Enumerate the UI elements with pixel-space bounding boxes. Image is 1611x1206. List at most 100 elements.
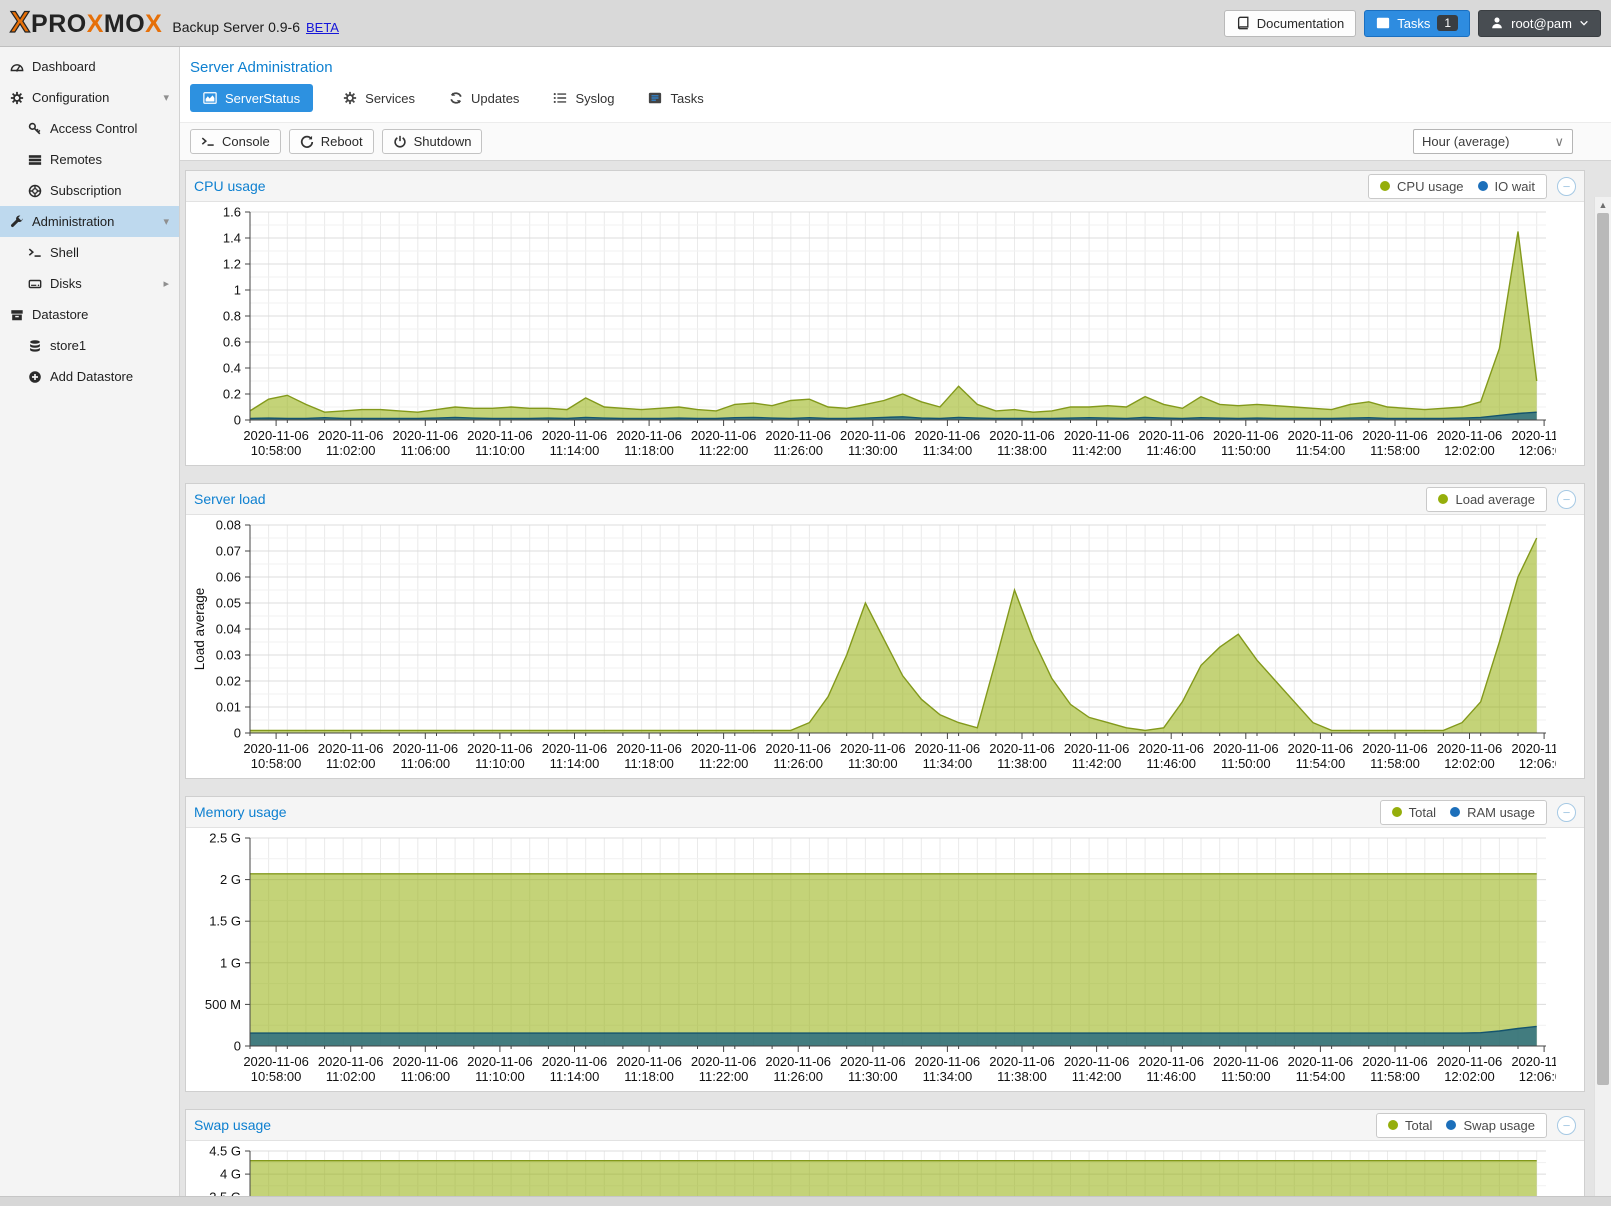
scrollbar-thumb[interactable] xyxy=(1597,213,1609,1085)
sidebar-item-datastore[interactable]: Datastore xyxy=(0,299,179,330)
svg-text:2020-11-06: 2020-11-06 xyxy=(467,428,533,443)
collapse-arrow-icon[interactable]: ▾ xyxy=(163,216,169,228)
svg-text:0.03: 0.03 xyxy=(216,648,241,663)
memory-usage-collapse-button[interactable]: − xyxy=(1557,802,1576,822)
vertical-scrollbar[interactable]: ▲ xyxy=(1594,197,1611,1196)
swap-usage-collapse-button[interactable]: − xyxy=(1557,1115,1576,1135)
tab-tasks[interactable]: Tasks xyxy=(644,84,707,112)
server-load-panel-title: Server load xyxy=(194,491,266,507)
svg-text:2020-11-06: 2020-11-06 xyxy=(393,741,459,756)
svg-text:12:02:00: 12:02:00 xyxy=(1444,443,1495,458)
svg-text:2020-11-06: 2020-11-06 xyxy=(765,741,831,756)
reboot-button[interactable]: Reboot xyxy=(288,129,374,154)
legend-label: Total xyxy=(1408,804,1437,820)
svg-text:4.5 G: 4.5 G xyxy=(209,1144,241,1159)
documentation-button[interactable]: Documentation xyxy=(1223,9,1357,37)
tasks-count-badge: 1 xyxy=(1437,15,1459,31)
svg-text:11:18:00: 11:18:00 xyxy=(624,756,674,771)
svg-text:11:30:00: 11:30:00 xyxy=(848,756,898,771)
horizontal-scrollbar[interactable] xyxy=(0,1196,1611,1206)
svg-text:2020-11-06: 2020-11-06 xyxy=(1064,741,1130,756)
server-load-legend: Load average xyxy=(1426,486,1547,512)
sidebar-item-label: store1 xyxy=(50,338,87,353)
reboot-label: Reboot xyxy=(320,134,363,149)
svg-text:0.04: 0.04 xyxy=(216,622,241,637)
sidebar-item-configuration[interactable]: Configuration ▾ xyxy=(0,82,179,113)
svg-text:2020-11-06: 2020-11-06 xyxy=(1437,1054,1503,1069)
svg-text:2020-11-06: 2020-11-06 xyxy=(1213,428,1279,443)
sidebar-item-store1[interactable]: store1 xyxy=(0,330,179,361)
user-menu-button[interactable]: root@pam xyxy=(1478,9,1601,37)
gear-icon xyxy=(343,91,357,105)
svg-text:2020-11-06: 2020-11-06 xyxy=(1064,428,1130,443)
sidebar-item-administration[interactable]: Administration ▾ xyxy=(0,206,179,237)
expand-arrow-icon[interactable]: ▸ xyxy=(163,278,169,290)
tab-label: Syslog xyxy=(575,90,615,106)
sidebar-item-add-datastore[interactable]: Add Datastore xyxy=(0,361,179,392)
sidebar-item-disks[interactable]: Disks ▸ xyxy=(0,268,179,299)
svg-text:0.01: 0.01 xyxy=(216,700,241,715)
key-icon xyxy=(28,122,42,136)
svg-text:2020-11-06: 2020-11-06 xyxy=(1213,1054,1279,1069)
svg-text:2020-11-06: 2020-11-06 xyxy=(915,741,981,756)
tab-serverstatus[interactable]: ServerStatus xyxy=(190,84,314,112)
scrollbar-up-arrow[interactable]: ▲ xyxy=(1598,199,1608,210)
svg-text:11:22:00: 11:22:00 xyxy=(699,443,749,458)
memory-usage-legend: Total RAM usage xyxy=(1379,799,1547,825)
sidebar-item-label: Configuration xyxy=(32,90,110,105)
tab-label: Tasks xyxy=(670,90,704,106)
tasks-button[interactable]: Tasks 1 xyxy=(1364,9,1471,37)
reboot-icon xyxy=(300,135,314,149)
svg-text:10:58:00: 10:58:00 xyxy=(251,1069,302,1084)
legend-item: IO wait xyxy=(1477,179,1535,194)
svg-text:2020-11-06: 2020-11-06 xyxy=(1138,1054,1204,1069)
legend-item: RAM usage xyxy=(1450,805,1535,820)
svg-text:11:18:00: 11:18:00 xyxy=(624,1069,674,1084)
svg-text:Load average: Load average xyxy=(192,588,207,671)
cpu-usage-collapse-button[interactable]: − xyxy=(1557,176,1576,196)
svg-text:2020-11-06: 2020-11-06 xyxy=(616,741,682,756)
server-toolbar: Console Reboot Shutdown Hour (average) ∨ xyxy=(180,122,1611,161)
legend-label: Load average xyxy=(1455,491,1535,507)
tab-syslog[interactable]: Syslog xyxy=(549,84,618,112)
svg-text:1: 1 xyxy=(234,283,241,298)
lines-icon xyxy=(553,91,567,105)
legend-dot-icon xyxy=(1391,807,1402,817)
svg-text:11:46:00: 11:46:00 xyxy=(1146,756,1196,771)
svg-text:2020-11-06: 2020-11-06 xyxy=(1362,741,1428,756)
plus-circle-icon xyxy=(28,370,42,384)
timeframe-select[interactable]: Hour (average) ∨ xyxy=(1413,129,1573,154)
legend-label: Swap usage xyxy=(1463,1117,1535,1133)
sidebar-item-access-control[interactable]: Access Control xyxy=(0,113,179,144)
tab-services[interactable]: Services xyxy=(339,84,419,112)
svg-text:11:42:00: 11:42:00 xyxy=(1072,1069,1122,1084)
svg-text:11:34:00: 11:34:00 xyxy=(923,1069,973,1084)
svg-text:11:14:00: 11:14:00 xyxy=(550,443,600,458)
svg-text:0.02: 0.02 xyxy=(216,674,241,689)
svg-text:2020-11-06: 2020-11-06 xyxy=(691,741,757,756)
cpu-usage-panel-header: CPU usage CPU usage IO wait − xyxy=(186,171,1584,202)
console-button[interactable]: Console xyxy=(190,129,281,154)
sidebar-item-dashboard[interactable]: Dashboard xyxy=(0,51,179,82)
svg-text:0.6: 0.6 xyxy=(223,335,241,350)
sidebar-item-remotes[interactable]: Remotes xyxy=(0,144,179,175)
tab-updates[interactable]: Updates xyxy=(445,84,523,112)
svg-text:4 G: 4 G xyxy=(220,1167,241,1182)
svg-text:2020-11-06: 2020-11-06 xyxy=(1064,1054,1130,1069)
sidebar-item-shell[interactable]: Shell xyxy=(0,237,179,268)
svg-text:0: 0 xyxy=(234,1039,241,1054)
tab-label: Services xyxy=(365,90,416,106)
svg-text:11:54:00: 11:54:00 xyxy=(1296,1069,1346,1084)
collapse-arrow-icon[interactable]: ▾ xyxy=(163,92,169,104)
svg-text:2020-11-06: 2020-11-06 xyxy=(1362,428,1428,443)
svg-text:2020-11-06: 2020-11-06 xyxy=(318,741,384,756)
beta-link[interactable]: BETA xyxy=(305,20,339,35)
shutdown-button[interactable]: Shutdown xyxy=(381,129,483,154)
svg-text:2020-11-06: 2020-11-06 xyxy=(318,1054,384,1069)
svg-text:2020-11-06: 2020-11-06 xyxy=(1437,428,1503,443)
svg-text:11:06:00: 11:06:00 xyxy=(400,1069,450,1084)
sidebar-item-subscription[interactable]: Subscription xyxy=(0,175,179,206)
server-load-collapse-button[interactable]: − xyxy=(1557,489,1576,509)
documentation-label: Documentation xyxy=(1256,15,1345,31)
